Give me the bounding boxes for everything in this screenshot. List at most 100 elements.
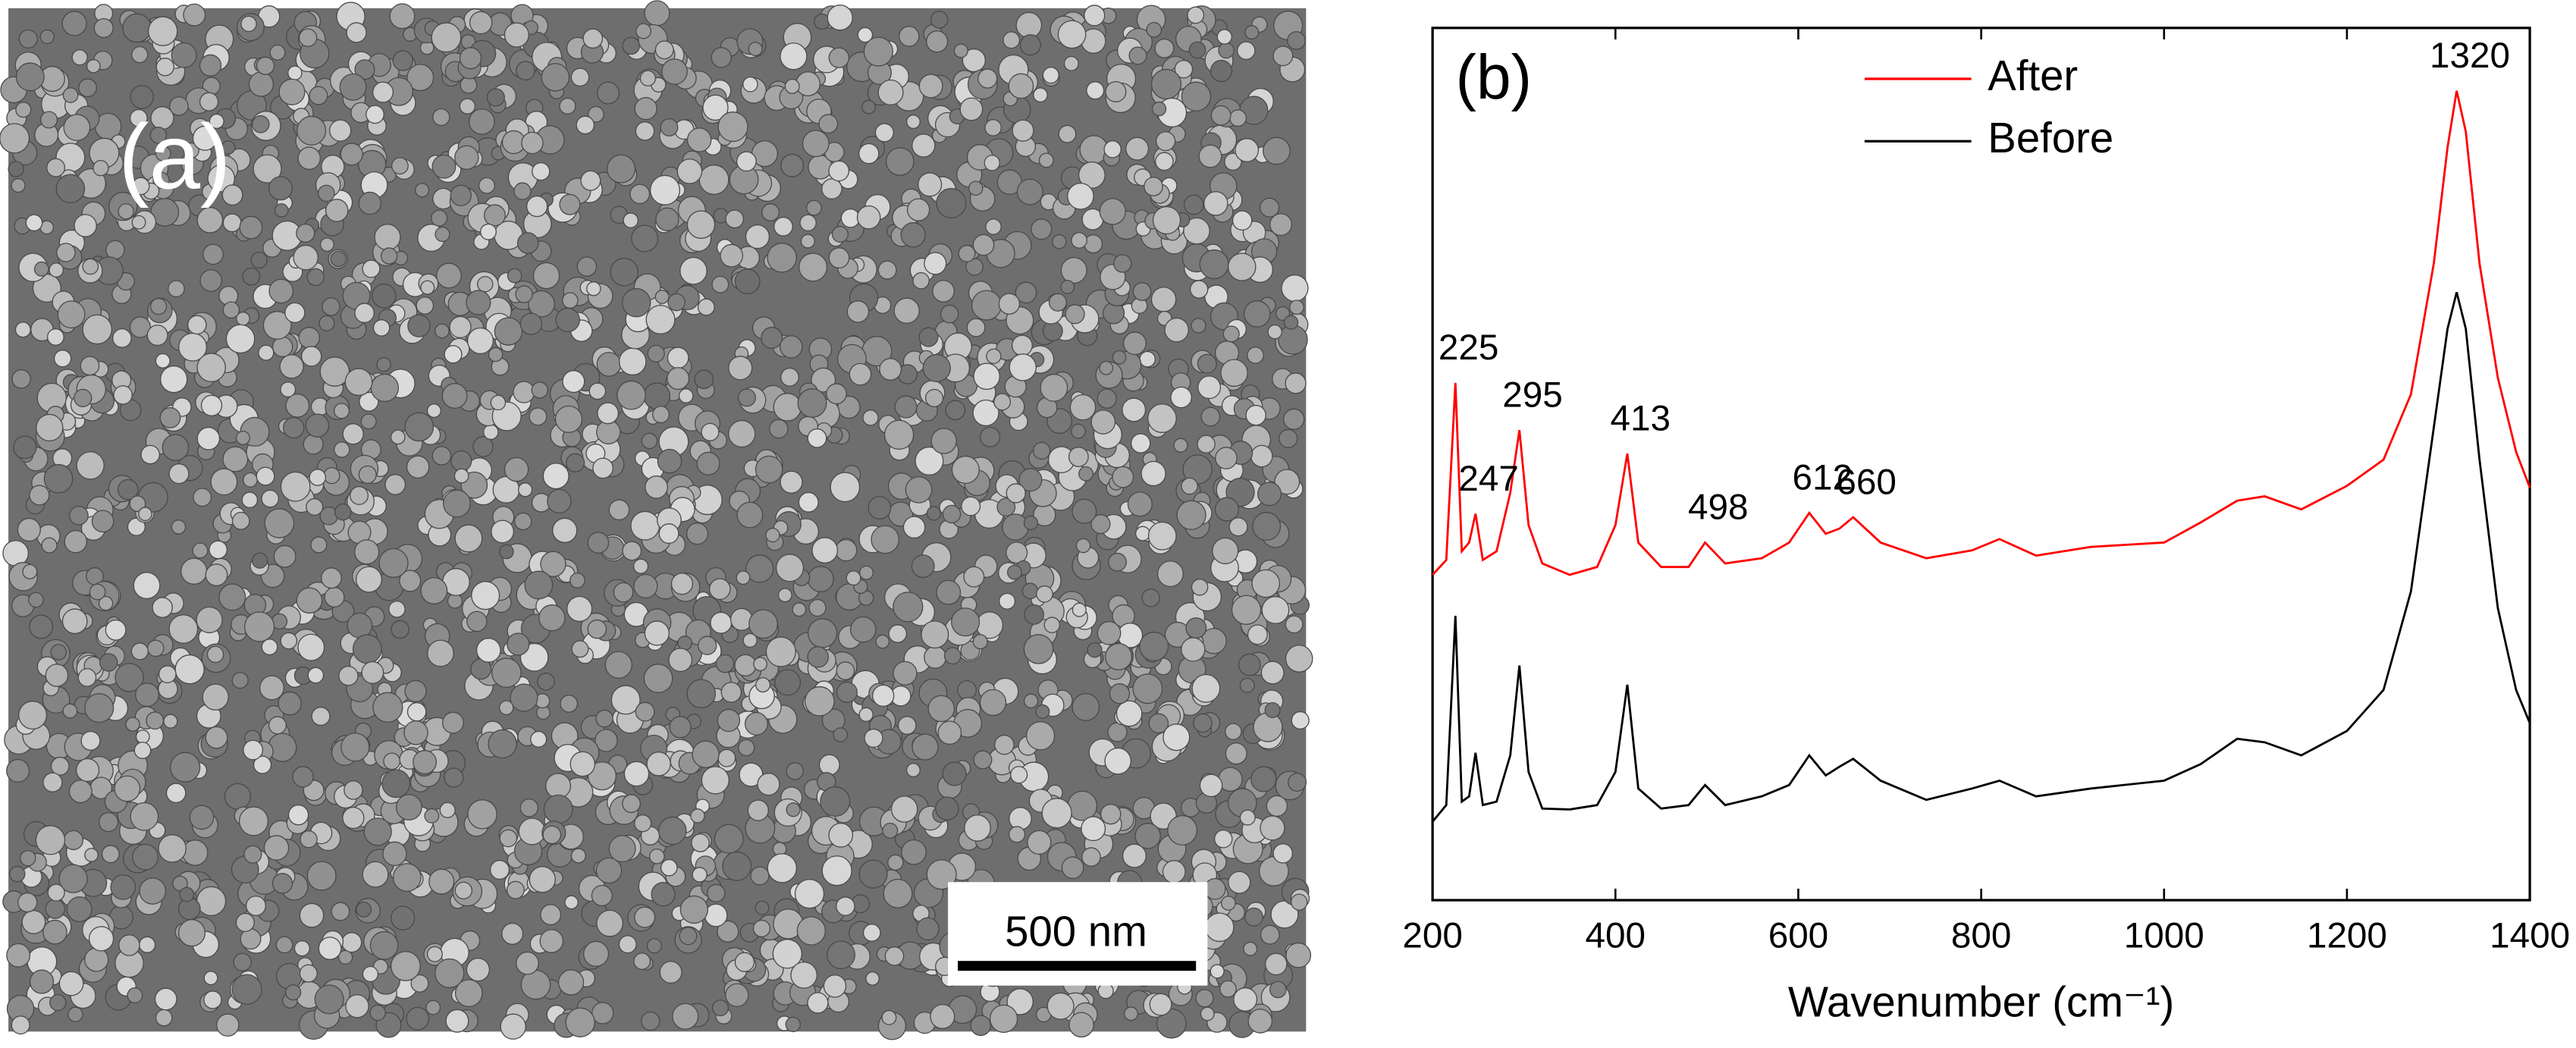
grain [530, 730, 548, 748]
grain [273, 544, 297, 568]
grain [670, 573, 694, 595]
grain [130, 802, 159, 831]
grain [1148, 713, 1169, 734]
grain [1018, 468, 1043, 492]
grain [1012, 119, 1034, 142]
grain [608, 499, 630, 521]
grain [755, 455, 783, 484]
grain [786, 802, 801, 817]
grain [858, 859, 888, 889]
grain [391, 905, 416, 930]
grain [984, 119, 1002, 136]
grain [1281, 274, 1309, 303]
grain [6, 943, 31, 968]
grain [231, 974, 262, 1005]
grain [127, 987, 143, 1004]
grain [131, 215, 146, 230]
grain [416, 297, 435, 315]
grain [1006, 564, 1022, 580]
grain [146, 711, 165, 730]
grain [528, 290, 555, 318]
grain [450, 184, 472, 206]
grain [6, 758, 30, 783]
grain [49, 262, 64, 278]
grain [1036, 585, 1053, 603]
grain [1272, 45, 1294, 67]
grain [240, 15, 257, 33]
grain [773, 393, 802, 422]
grain [170, 751, 201, 783]
grain [722, 851, 752, 881]
grain [989, 1004, 1018, 1034]
grain [1065, 304, 1085, 325]
grain [957, 680, 977, 700]
grain [1264, 701, 1281, 718]
grain [131, 177, 150, 196]
grain [963, 566, 985, 588]
grain [432, 108, 450, 127]
grain [235, 912, 255, 933]
grain [454, 979, 483, 1008]
grain [309, 86, 328, 105]
grain [41, 537, 58, 554]
grain [569, 573, 585, 588]
grain [459, 98, 476, 115]
grain [894, 395, 918, 419]
grain [441, 383, 468, 409]
grain [292, 766, 314, 788]
grain [297, 146, 321, 170]
grain [352, 634, 382, 664]
grain [196, 606, 223, 634]
grain [547, 488, 572, 514]
grain [330, 250, 347, 268]
grain [466, 290, 491, 315]
grain [75, 758, 100, 783]
grain [300, 830, 318, 849]
grain [893, 297, 920, 324]
grain [360, 413, 377, 430]
grain [169, 96, 189, 116]
grain [564, 895, 579, 910]
grain [996, 497, 1016, 517]
grain [828, 247, 850, 268]
grain [586, 281, 601, 297]
grain [807, 618, 838, 648]
grain [133, 572, 161, 600]
grain [745, 554, 774, 583]
grain [1191, 318, 1206, 334]
grain [356, 901, 372, 918]
grain [383, 752, 401, 770]
grain [1279, 428, 1298, 448]
grain [1162, 723, 1191, 751]
grain [780, 42, 808, 71]
grain [155, 146, 171, 162]
grain [154, 987, 177, 1011]
grain [679, 256, 708, 285]
grain [1154, 38, 1175, 58]
grain [174, 654, 205, 685]
grain [380, 247, 398, 265]
grain [811, 367, 836, 393]
grain [193, 488, 212, 507]
grain [993, 393, 1012, 411]
grain [435, 323, 450, 339]
x-tick-label: 800 [1951, 915, 2012, 955]
grain [1134, 823, 1161, 849]
grain [15, 102, 32, 118]
grain [668, 648, 693, 673]
grain [755, 677, 771, 693]
grain [1041, 798, 1072, 829]
peak-label: 1320 [2430, 36, 2510, 76]
grain [442, 711, 464, 734]
grain [1151, 101, 1167, 117]
grain [8, 865, 26, 883]
grain [641, 432, 658, 450]
grain [1195, 989, 1214, 1008]
grain [717, 920, 739, 943]
grain [370, 373, 400, 403]
grain [469, 11, 493, 35]
grain [235, 430, 250, 445]
grain [588, 105, 604, 123]
grain [1191, 579, 1209, 596]
grain [945, 400, 966, 421]
